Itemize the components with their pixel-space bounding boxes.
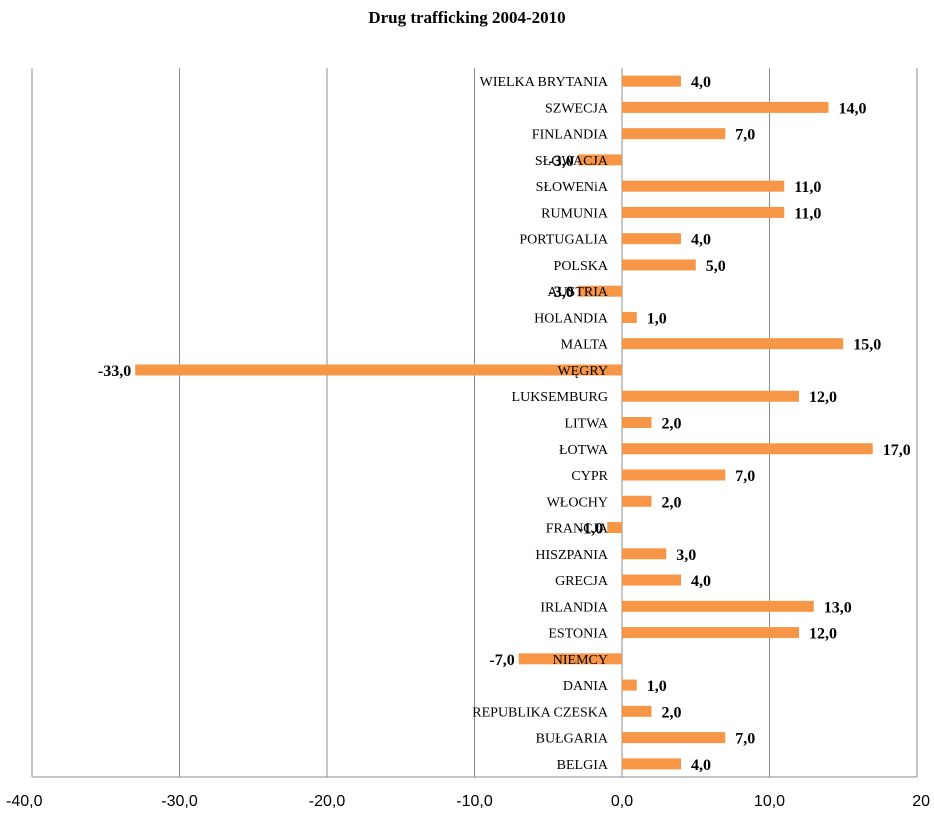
value-label: 7,0 [735,468,755,485]
category-label: FRANCJA [546,522,609,537]
labels: WIELKA BRYTANIA 4,0 SZWECJA 14,0 FINLANDIA 7,… [98,74,911,774]
value-label: 14,0 [839,100,867,117]
value-label: 5,0 [706,258,726,275]
category-label: BELGIA [557,758,609,773]
category-label: POLSKA [554,259,609,274]
x-axis-ticks: -40,0 -30,0 -20,0 -10,0 0,0 10,0 20 [6,793,930,810]
bar [622,75,681,87]
bar [622,495,652,507]
value-label: 12,0 [809,626,837,643]
category-label: LUKSEMBURG [512,390,608,405]
value-label: 2,0 [662,416,682,433]
category-label: CYPR [571,469,608,484]
value-label: -3,0 [548,284,573,301]
bar [518,653,622,665]
category-label: REPUBLIKA CZESKA [472,705,609,720]
bar [622,259,696,271]
chart-title: Drug trafficking 2004-2010 [368,8,566,27]
value-label: 4,0 [691,74,711,91]
bar [622,574,681,586]
value-label: -1,0 [578,521,603,538]
value-label: -7,0 [489,652,514,669]
value-label: -33,0 [98,363,131,380]
value-label: -3,0 [548,153,573,170]
category-label: FINLANDIA [532,128,609,143]
bar [622,390,799,402]
bar [622,548,667,560]
x-tick-label: -20,0 [309,793,346,810]
value-label: 11,0 [794,205,821,222]
category-label: AUSTRIA [547,285,609,300]
category-label: SŁOWENiA [536,180,609,195]
category-label: SŁOWACJA [535,154,609,169]
category-label: WĘGRY [557,364,608,379]
category-label: ŁOTWA [559,443,609,458]
bar [622,600,814,612]
value-label: 3,0 [676,547,696,564]
bar [622,128,726,140]
value-label: 4,0 [691,573,711,590]
bar [622,417,652,428]
value-label: 4,0 [691,757,711,774]
category-label: WIELKA BRYTANIA [480,75,609,90]
category-label: ESTONIA [548,627,609,642]
value-label: 17,0 [883,442,911,459]
bar [622,705,652,717]
bar [622,732,726,744]
bar [607,522,622,534]
category-label: IRLANDIA [540,600,609,615]
value-label: 2,0 [662,704,682,721]
value-label: 1,0 [647,678,667,695]
bar [622,679,637,691]
category-label: NIEMCY [553,653,608,668]
bars [135,75,873,770]
bar [622,469,726,481]
bar [622,206,785,218]
x-tick-label: 20 [912,793,930,810]
bar [622,627,799,639]
category-label: HOLANDIA [534,311,609,326]
category-label: LITWA [564,417,608,432]
category-label: PORTUGALIA [519,233,608,248]
value-label: 7,0 [735,731,755,748]
category-label: RUMUNIA [541,206,609,221]
category-label: HISZPANIA [535,548,608,563]
value-label: 15,0 [853,337,881,354]
x-tick-label: 0,0 [611,793,633,810]
bar [622,101,829,113]
value-label: 7,0 [735,127,755,144]
category-label: GRECJA [555,574,609,589]
value-label: 11,0 [794,179,821,196]
value-label: 13,0 [824,599,852,616]
value-label: 12,0 [809,389,837,406]
category-label: MALTA [561,338,609,353]
bar [622,338,844,350]
bar [622,311,637,323]
bar [622,233,681,245]
x-tick-label: 10,0 [754,793,785,810]
category-label: WŁOCHY [547,495,608,510]
bar [622,443,873,455]
bar [622,758,681,770]
category-label: BUŁGARIA [536,732,609,747]
category-label: DANIA [563,679,609,694]
category-label: SZWECJA [545,101,609,116]
value-label: 4,0 [691,232,711,249]
x-tick-label: -30,0 [161,793,198,810]
value-label: 2,0 [662,494,682,511]
x-tick-label: -40,0 [6,793,43,810]
grid-lines [31,68,918,778]
bar [577,285,622,297]
value-label: 1,0 [647,310,667,327]
bar [622,180,785,192]
bar [135,364,622,376]
bar [577,154,622,166]
x-tick-label: -10,0 [456,793,493,810]
